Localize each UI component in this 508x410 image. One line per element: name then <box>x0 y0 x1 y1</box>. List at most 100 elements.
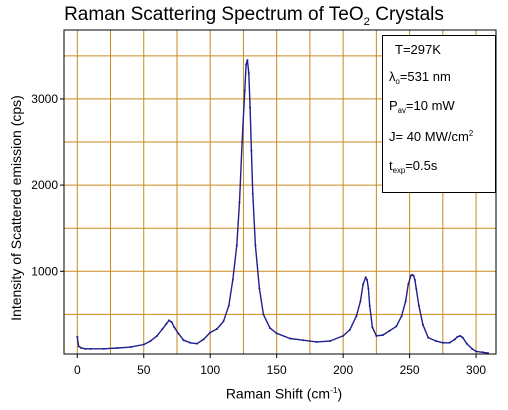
wavelength-line: λo=531 nm <box>389 69 451 86</box>
temperature-line: T=297K <box>395 42 441 57</box>
spectrum-point <box>465 342 468 345</box>
x-tick-label: 100 <box>200 363 220 377</box>
spectrum-point <box>395 325 398 328</box>
spectrum-point <box>182 339 185 342</box>
spectrum-point <box>170 321 173 324</box>
spectrum-point <box>481 351 484 354</box>
spectrum-point <box>456 335 459 338</box>
spectrum-point <box>215 328 218 331</box>
spectrum-point <box>262 313 265 316</box>
experiment-parameters-box: T=297K λo=531 nm Pav=10 mW J= 40 MW/cm2 … <box>382 35 496 193</box>
spectrum-point <box>388 329 391 332</box>
spectrum-point <box>417 304 420 307</box>
spectrum-point <box>404 300 407 303</box>
spectrum-point <box>254 244 257 247</box>
spectrum-point <box>245 63 248 66</box>
spectrum-point <box>189 341 192 344</box>
spectrum-point <box>89 347 92 350</box>
spectrum-point <box>227 304 230 307</box>
spectrum-point <box>471 347 474 350</box>
spectrum-point <box>475 350 478 353</box>
spectrum-point <box>328 340 331 343</box>
spectrum-point <box>195 342 198 345</box>
spectrum-point <box>222 320 225 323</box>
spectrum-point <box>168 319 171 322</box>
spectrum-point <box>161 328 164 331</box>
spectrum-point <box>165 322 168 325</box>
spectrum-point <box>427 336 430 339</box>
spectrum-point <box>362 283 365 286</box>
spectrum-point <box>247 72 250 75</box>
y-tick-label: 3000 <box>31 92 58 106</box>
spectrum-point <box>366 278 369 281</box>
spectrum-point <box>250 149 253 152</box>
spectrum-point <box>238 201 241 204</box>
spectrum-point <box>382 334 385 337</box>
spectrum-point <box>231 278 234 281</box>
x-tick-label: 200 <box>333 363 353 377</box>
spectrum-point <box>241 141 244 144</box>
spectrum-point <box>400 315 403 318</box>
spectrum-point <box>251 192 254 195</box>
x-tick-label: 300 <box>466 363 486 377</box>
spectrum-point <box>342 334 345 337</box>
spectrum-point <box>84 347 87 350</box>
spectrum-point <box>209 331 212 334</box>
spectrum-point <box>80 346 83 349</box>
spectrum-point <box>413 278 416 281</box>
x-tick-label: 0 <box>74 363 81 377</box>
x-tick-label: 250 <box>400 363 420 377</box>
spectrum-point <box>269 327 272 330</box>
spectrum-point <box>407 283 410 286</box>
exposure-line: texp=0.5s <box>389 158 438 175</box>
spectrum-point <box>129 346 132 349</box>
spectrum-point <box>235 244 238 247</box>
spectrum-point <box>243 89 246 92</box>
spectrum-point <box>441 341 444 344</box>
spectrum-point <box>459 334 462 337</box>
y-tick-label: 2000 <box>31 178 58 192</box>
spectrum-point <box>315 340 318 343</box>
spectrum-point <box>249 106 252 109</box>
spectrum-point <box>364 276 367 279</box>
spectrum-point <box>177 332 180 335</box>
spectrum-point <box>202 338 205 341</box>
spectrum-point <box>421 323 424 326</box>
spectrum-point <box>258 287 261 290</box>
spectrum-point <box>435 340 438 343</box>
spectrum-point <box>116 346 119 349</box>
x-tick-label: 50 <box>137 363 151 377</box>
spectrum-point <box>367 287 370 290</box>
spectrum-point <box>461 336 464 339</box>
spectrum-point <box>355 315 358 318</box>
y-axis-label: Intensity of Scattered emission (cps) <box>8 95 24 321</box>
spectrum-point <box>156 334 159 337</box>
spectrum-point <box>412 274 415 277</box>
spectrum-point <box>371 326 374 329</box>
spectrum-point <box>275 332 278 335</box>
spectrum-point <box>375 334 378 337</box>
spectrum-point <box>102 347 105 350</box>
y-tick-label: 1000 <box>31 264 58 278</box>
spectrum-point <box>173 326 176 329</box>
spectrum-point <box>246 59 249 62</box>
chart-title: Raman Scattering Spectrum of TeO2 Crysta… <box>64 4 444 28</box>
spectrum-point <box>448 341 451 344</box>
spectrum-point <box>288 337 291 340</box>
spectrum-point <box>359 300 362 303</box>
x-axis-label: Raman Shift (cm-1) <box>225 385 343 402</box>
spectrum-point <box>142 343 145 346</box>
power-line: Pav=10 mW <box>389 98 455 115</box>
spectrum-point <box>76 335 79 338</box>
spectrum-point <box>415 287 418 290</box>
x-tick-label: 150 <box>267 363 287 377</box>
spectrum-point <box>348 328 351 331</box>
intensity-line: J= 40 MW/cm2 <box>389 129 474 144</box>
spectrum-point <box>77 345 80 348</box>
spectrum-point <box>302 339 305 342</box>
spectrum-line <box>76 59 489 354</box>
spectrum-point <box>453 338 456 341</box>
spectrum-point <box>368 304 371 307</box>
plot-frame <box>63 29 497 355</box>
